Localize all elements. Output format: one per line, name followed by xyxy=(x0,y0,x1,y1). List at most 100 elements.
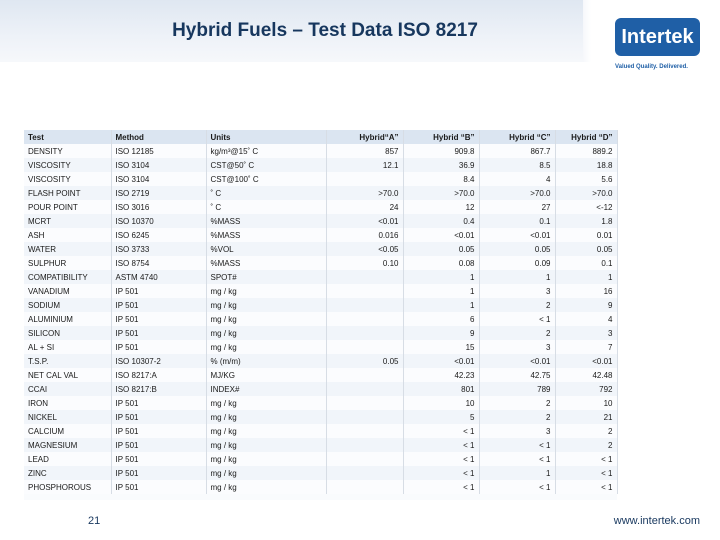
table-cell: 42.75 xyxy=(479,368,556,382)
table-cell: PHOSPHOROUS xyxy=(24,480,112,494)
table-cell: <0.01 xyxy=(479,228,556,242)
table-cell: IP 501 xyxy=(111,312,207,326)
table-cell: 1 xyxy=(403,298,480,312)
table-cell: AL + SI xyxy=(24,340,112,354)
table-cell: POUR POINT xyxy=(24,200,112,214)
table-cell: < 1 xyxy=(479,438,556,452)
table-row: DENSITY ISO 12185 kg/m³@15˚ C 857 909.8 867.7… xyxy=(24,144,618,158)
table-cell xyxy=(326,382,404,396)
table-cell: ISO 8217:A xyxy=(111,368,207,382)
table-cell: CALCIUM xyxy=(24,424,112,438)
table-cell: < 1 xyxy=(403,424,480,438)
table-row: NET CAL VAL ISO 8217:A MJ/KG 42.23 42.75 42.4… xyxy=(24,368,618,382)
table-cell: 1 xyxy=(555,270,618,284)
table-cell: IP 501 xyxy=(111,466,207,480)
table-cell xyxy=(326,368,404,382)
table-cell: WATER xyxy=(24,242,112,256)
table-cell: < 1 xyxy=(555,452,618,466)
table-cell: NICKEL xyxy=(24,410,112,424)
table-cell xyxy=(326,326,404,340)
table-row: WATER ISO 3733 %VOL <0.05 0.05 0.05 0.05 xyxy=(24,242,618,256)
table-cell: 2 xyxy=(479,298,556,312)
table-cell: FLASH POINT xyxy=(24,186,112,200)
table-cell: 792 xyxy=(555,382,618,396)
table-cell: 15 xyxy=(403,340,480,354)
table-cell: 10 xyxy=(403,396,480,410)
table-cell: CST@100˚ C xyxy=(206,172,327,186)
table-cell xyxy=(326,340,404,354)
table-cell: 0.1 xyxy=(555,256,618,270)
table-cell: LEAD xyxy=(24,452,112,466)
intertek-logo: Intertek xyxy=(615,18,700,56)
table-cell: mg / kg xyxy=(206,298,327,312)
table-cell: ISO 10370 xyxy=(111,214,207,228)
table-cell: 2 xyxy=(555,424,618,438)
table-cell: 0.08 xyxy=(403,256,480,270)
table-row: CCAI ISO 8217:B INDEX# 801 789 792 xyxy=(24,382,618,396)
table-cell: 857 xyxy=(326,144,404,158)
table-cell: IP 501 xyxy=(111,424,207,438)
table-cell xyxy=(326,466,404,480)
table-cell: 1 xyxy=(403,284,480,298)
table-row: AL + SI IP 501 mg / kg 15 3 7 xyxy=(24,340,618,354)
table-cell: 1.8 xyxy=(555,214,618,228)
table-row: ASH ISO 6245 %MASS 0.016 <0.01 <0.01 0.01 xyxy=(24,228,618,242)
table-cell xyxy=(326,298,404,312)
table-cell: <0.01 xyxy=(403,354,480,368)
table-row: VISCOSITY ISO 3104 CST@100˚ C 8.4 4 5.6 xyxy=(24,172,618,186)
table-cell: mg / kg xyxy=(206,452,327,466)
table-cell: 8.5 xyxy=(479,158,556,172)
table-cell: IP 501 xyxy=(111,340,207,354)
table-cell: ASTM 4740 xyxy=(111,270,207,284)
table-cell: 0.1 xyxy=(479,214,556,228)
table-cell: VISCOSITY xyxy=(24,172,112,186)
table-cell xyxy=(326,270,404,284)
table-cell: MCRT xyxy=(24,214,112,228)
table-cell: 3 xyxy=(479,284,556,298)
table-cell: < 1 xyxy=(403,452,480,466)
table-cell: <0.01 xyxy=(326,214,404,228)
table-cell: 12.1 xyxy=(326,158,404,172)
table-cell: ISO 8217:B xyxy=(111,382,207,396)
table-cell: 0.01 xyxy=(555,228,618,242)
table-cell: mg / kg xyxy=(206,438,327,452)
table-cell: 36.9 xyxy=(403,158,480,172)
table-cell: 12 xyxy=(403,200,480,214)
table-cell: CCAI xyxy=(24,382,112,396)
table-cell: 4 xyxy=(479,172,556,186)
table-cell: IP 501 xyxy=(111,298,207,312)
table-cell: %MASS xyxy=(206,214,327,228)
table-cell: IP 501 xyxy=(111,284,207,298)
table-cell xyxy=(326,172,404,186)
table-cell: T.S.P. xyxy=(24,354,112,368)
table-cell: CST@50˚ C xyxy=(206,158,327,172)
table-cell: 2 xyxy=(555,438,618,452)
table-cell: IP 501 xyxy=(111,410,207,424)
table-cell xyxy=(326,480,404,494)
table-cell: < 1 xyxy=(403,480,480,494)
table-cell: mg / kg xyxy=(206,312,327,326)
table-cell: ISO 3733 xyxy=(111,242,207,256)
table-cell: IRON xyxy=(24,396,112,410)
table-cell: mg / kg xyxy=(206,466,327,480)
page-number: 21 xyxy=(88,515,101,527)
table-cell: < 1 xyxy=(403,438,480,452)
table-cell: %VOL xyxy=(206,242,327,256)
table-cell: IP 501 xyxy=(111,396,207,410)
test-data-table-container: Test Method Units Hybrid“A” Hybrid “B” H… xyxy=(24,130,618,500)
column-header: Test xyxy=(24,130,112,144)
column-header: Hybrid“A” xyxy=(326,130,404,144)
table-cell: 2 xyxy=(479,326,556,340)
table-cell: IP 501 xyxy=(111,438,207,452)
table-cell: mg / kg xyxy=(206,480,327,494)
table-cell: 3 xyxy=(555,326,618,340)
table-cell: 0.016 xyxy=(326,228,404,242)
table-cell: 27 xyxy=(479,200,556,214)
table-row: SILICON IP 501 mg / kg 9 2 3 xyxy=(24,326,618,340)
table-cell: 42.48 xyxy=(555,368,618,382)
table-row: FLASH POINT ISO 2719 ˚ C >70.0 >70.0 >70.0 >70… xyxy=(24,186,618,200)
table-cell: >70.0 xyxy=(555,186,618,200)
table-cell: 1 xyxy=(479,270,556,284)
table-cell: ISO 6245 xyxy=(111,228,207,242)
table-cell: 10 xyxy=(555,396,618,410)
